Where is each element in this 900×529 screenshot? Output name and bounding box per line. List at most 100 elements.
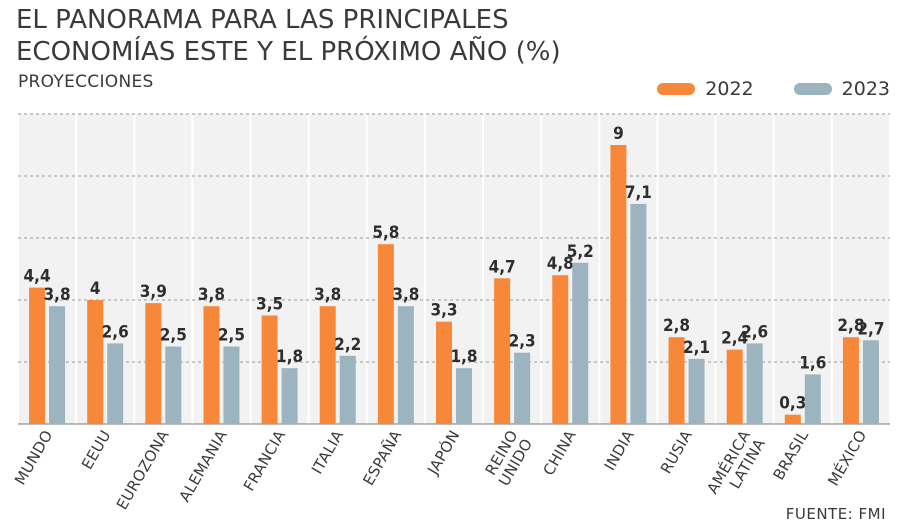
data-label-2023: 3,8 [392,285,419,305]
bar-2023 [804,374,821,424]
category-panel [542,114,599,424]
bar-2023 [688,358,705,424]
data-label-2022: 4,8 [547,254,574,274]
bar-2022 [842,337,859,424]
bar-2023 [746,343,763,424]
bar-2022 [494,278,511,424]
category-panel [716,114,773,424]
source-note: FUENTE: FMI [785,505,886,523]
category-panel [658,114,715,424]
data-label-2022: 2,8 [663,316,690,336]
chart-subtitle: PROYECCIONES [18,72,154,92]
data-label-2022: 2,4 [721,329,748,349]
data-label-2023: 3,8 [44,285,71,305]
bar-2023 [49,306,66,424]
category-label: REINOUNIDO [480,427,536,489]
bar-2022 [552,275,569,424]
bar-2022 [319,306,336,424]
data-label-2023: 2,1 [683,338,710,358]
chart-title-line-2: ECONOMÍAS ESTE Y EL PRÓXIMO AÑO (%) [16,37,561,67]
bar-2023 [165,346,182,424]
legend-item-2022: 2022 [657,78,754,100]
data-label-2022: 2,8 [837,316,864,336]
category-label: EUROZONA [113,427,173,513]
category-panel [251,114,308,424]
bar-2023 [514,352,531,424]
category-panel [309,114,366,424]
category-label: EEUU [78,427,115,472]
data-label-2022: 4 [90,279,101,299]
bar-2023 [223,346,240,424]
legend-item-2023: 2023 [793,78,890,100]
bar-2023 [456,368,472,424]
data-label-2022: 3,3 [430,301,457,321]
bar-2022 [87,300,104,424]
legend: 2022 2023 [617,78,890,100]
data-label-2023: 2,6 [741,322,768,342]
bar-2022 [29,287,46,424]
data-label-2022: 4,7 [489,257,516,277]
data-label-2022: 3,5 [256,295,283,315]
category-label: AMÉRICALATINA [702,426,769,505]
data-label-2023: 5,2 [567,242,594,262]
bar-2023 [572,262,589,424]
category-label: JAPÓN [423,427,464,479]
category-panel [19,114,76,424]
data-label-2023: 2,7 [857,319,884,339]
bar-2022 [784,414,801,424]
data-label-2023: 7,1 [625,183,652,203]
bar-2023 [281,368,298,424]
data-label-2022: 3,8 [198,285,225,305]
category-label: FRANCIA [240,427,289,495]
data-label-2022: 0,3 [779,394,806,414]
bar-2022 [261,315,278,424]
category-panel [484,114,541,424]
legend-swatch-2023 [793,83,832,95]
category-label: ESPAÑA [359,426,406,488]
data-label-2023: 1,8 [276,347,303,367]
data-label-2022: 3,9 [140,282,167,302]
data-label-2023: 2,5 [218,326,245,346]
legend-swatch-2022 [657,83,696,95]
bar-2022 [377,244,394,424]
data-label-2023: 2,6 [102,322,129,342]
category-label: ITALIA [308,427,348,478]
bar-2022 [145,303,162,424]
category-panel [193,114,250,424]
chart-title-line-1: EL PANORAMA PARA LAS PRINCIPALES [16,5,509,35]
data-label-2023: 1,6 [799,353,826,373]
category-label: RUSIA [657,427,696,477]
category-label: MUNDO [11,427,57,488]
bar-2022 [726,349,743,424]
category-label: MÉXICO [823,427,870,490]
chart-title: EL PANORAMA PARA LAS PRINCIPALES ECONOMÍ… [16,4,636,68]
data-label-2022: 9 [613,124,624,144]
bar-2022 [668,337,685,424]
category-panel [425,114,483,424]
bar-2023 [339,355,356,424]
legend-label-2022: 2022 [705,78,754,100]
category-label: INDIA [601,427,638,474]
bar-2023 [107,343,124,424]
category-panel [832,114,889,424]
data-label-2023: 2,3 [509,332,536,352]
data-label-2022: 5,8 [372,223,399,243]
category-panel [774,114,831,424]
category-label: CHINA [540,427,580,479]
bar-2022 [436,321,452,424]
bar-2023 [630,203,647,424]
data-label-2022: 3,8 [314,285,341,305]
legend-label-2023: 2023 [841,78,890,100]
category-panel [367,114,424,424]
data-label-2023: 2,5 [160,326,187,346]
data-label-2023: 1,8 [450,347,477,367]
category-label: ALEMANIA [176,427,232,505]
category-label: BRASIL [769,427,812,483]
data-label-2023: 2,2 [334,335,361,355]
bar-2022 [610,145,627,424]
bar-2022 [203,306,220,424]
category-panel [600,114,657,424]
bar-2023 [862,340,879,424]
bar-2023 [397,306,414,424]
